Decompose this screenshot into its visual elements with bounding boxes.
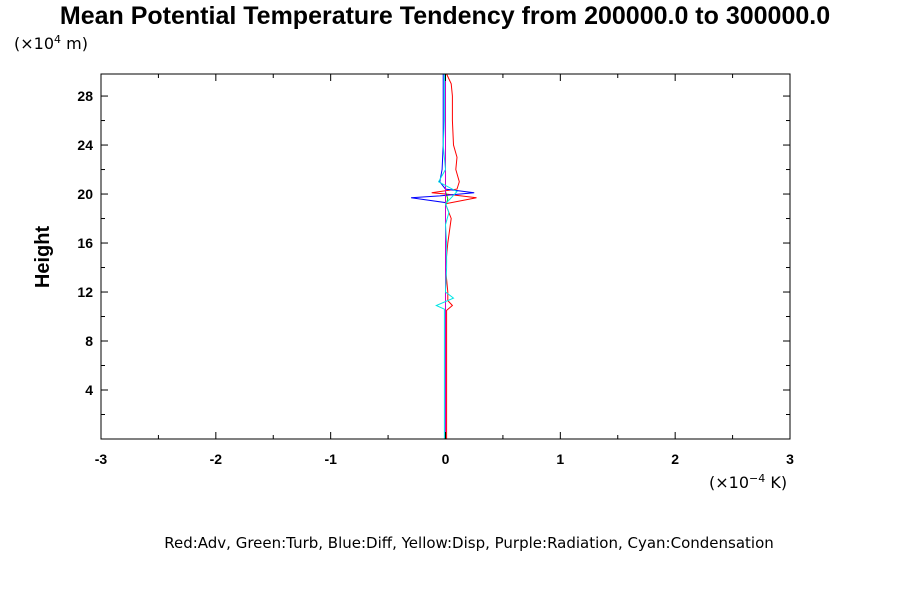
x-tick-label: 2 [671,451,679,467]
series-line-condensation [435,74,458,439]
chart-title: Mean Potential Temperature Tendency from… [60,2,830,30]
x-tick-label: 1 [556,451,564,467]
series-line-diff [411,74,475,439]
x-tick-label: -3 [95,451,108,467]
x-tick-label: 3 [786,451,794,467]
y-tick-label: 20 [77,186,93,202]
x-tick-label: -2 [210,451,223,467]
y-axis-label: Height [32,226,54,289]
x-axis-unit: (×10−4 K) [709,472,787,492]
y-tick-label: 8 [85,333,93,349]
plot-series [411,73,477,439]
plot-frame [100,73,791,440]
y-tick-label: 28 [77,88,93,104]
legend-caption: Red:Adv, Green:Turb, Blue:Diff, Yellow:D… [164,534,774,552]
x-tick-label: -1 [324,451,337,467]
y-tick-label: 16 [77,235,93,251]
x-tick-label: 0 [442,451,450,467]
y-tick-label: 24 [77,137,93,153]
series-line-adv [431,73,477,439]
y-tick-label: 4 [85,382,93,398]
y-axis-unit: (×104 m) [14,33,88,53]
y-tick-label: 12 [77,284,93,300]
